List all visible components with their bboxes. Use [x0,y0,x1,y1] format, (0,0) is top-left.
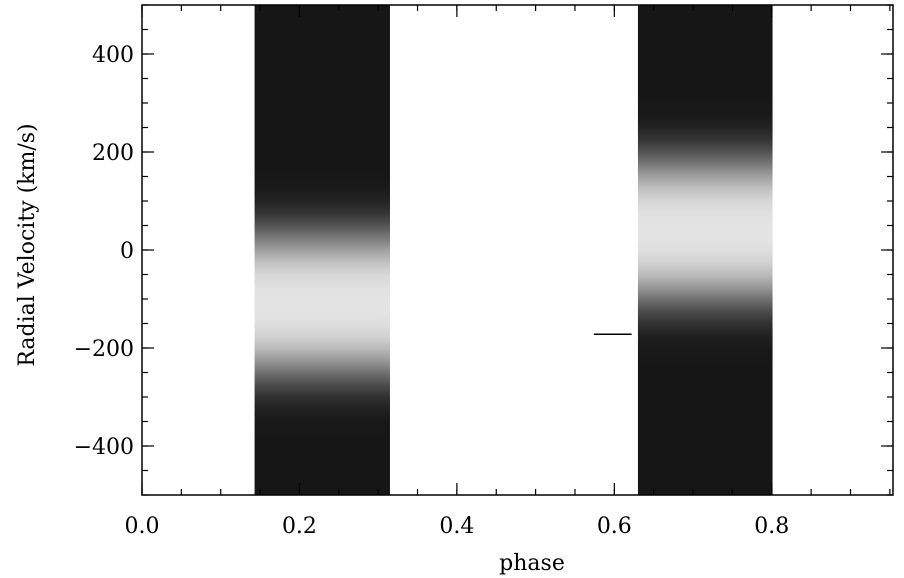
y-tick-label: 400 [92,43,134,68]
x-tick-label: 0.8 [754,514,789,539]
y-axis-label: Radial Velocity (km/s) [15,123,40,366]
x-tick-label: 0.6 [597,514,632,539]
x-tick-label: 0.2 [282,514,317,539]
spectrum-block [254,5,390,495]
y-tick-label: −200 [74,337,134,362]
y-tick-label: −400 [74,435,134,460]
y-tick-label: 0 [120,239,134,264]
x-tick-label: 0.4 [439,514,474,539]
x-axis-label: phase [499,551,565,576]
x-tick-label: 0.0 [125,514,160,539]
spectrum-block [637,5,773,495]
y-tick-label: 200 [92,141,134,166]
